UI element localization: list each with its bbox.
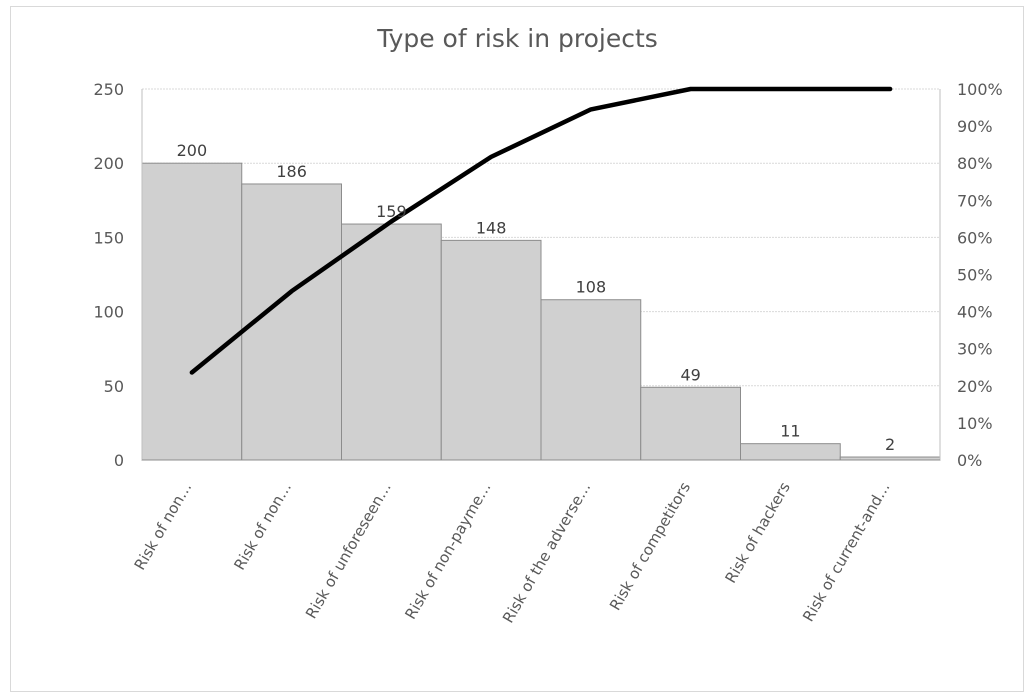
data-label: 159 [376,202,407,221]
y2-axis-tick-label: 80% [957,154,993,173]
cumulative-line [189,86,893,375]
data-label: 108 [576,278,607,297]
bar [540,299,642,461]
data-label: 2 [885,435,895,454]
y-axis-tick-label: 50 [104,377,124,396]
y2-axis-tick-label: 100% [957,80,1003,99]
y2-axis-tick-label: 20% [957,377,993,396]
data-label: 11 [780,422,800,441]
x-axis-category-label: Risk of competitors [606,479,694,614]
y-axis-tick-label: 100 [93,303,124,322]
x-axis-category-label: Risk of non-payme… [401,479,494,622]
y2-axis-tick-label: 0% [957,451,982,470]
y2-axis-tick-label: 60% [957,228,993,247]
x-axis-category-label: Risk of the adverse… [499,479,594,626]
data-label: 200 [177,141,208,160]
y2-axis-tick-label: 50% [957,266,993,285]
bar-series [141,162,941,461]
y-axis-tick-label: 200 [93,154,124,173]
bar [740,443,841,461]
axes [141,89,941,461]
y-axis-tick-label: 0 [114,451,124,470]
x-axis-category-label: Risk of current-and… [799,479,894,625]
bar [440,239,542,461]
chart-title: Type of risk in projects [377,24,658,53]
data-label: 148 [476,218,507,237]
y-axis-tick-label: 250 [93,80,124,99]
bar [640,386,741,461]
y2-axis-tick-label: 10% [957,414,993,433]
y2-axis-tick-label: 70% [957,191,993,210]
data-label: 49 [680,365,700,384]
y-axis-tick-label: 150 [93,228,124,247]
y2-axis-tick-label: 90% [957,117,993,136]
x-axis-category-label: Risk of unforeseen… [302,479,395,622]
x-axis-category-label: Risk of hackers [722,479,794,586]
y2-axis-tick-label: 30% [957,340,993,359]
bar [141,162,243,461]
y2-axis-tick-label: 40% [957,303,993,322]
cumulative-line-series [189,86,893,375]
x-axis-category-label: Risk of non… [131,479,196,573]
x-axis-category-label: Risk of non… [230,479,295,573]
bar [341,223,442,461]
data-label: 186 [276,162,307,181]
